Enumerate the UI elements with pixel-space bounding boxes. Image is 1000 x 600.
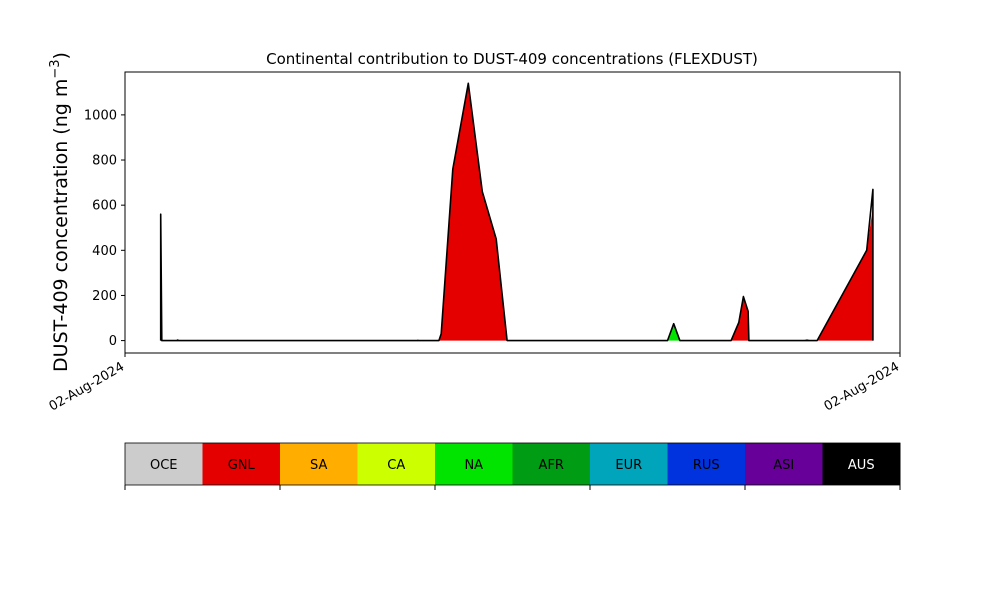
chart-title: Continental contribution to DUST-409 con… (266, 50, 758, 68)
total-concentration-line (159, 82, 874, 342)
y-tick-label: 400 (92, 244, 117, 259)
legend-swatch-afr (512, 443, 591, 485)
legend-label-na: NA (464, 458, 483, 473)
y-axis-label: DUST-409 concentration (ng m−3) (48, 52, 72, 372)
legend-label-rus: RUS (693, 458, 720, 473)
legend-label-eur: EUR (615, 458, 642, 473)
x-axis: 02-Aug-2024 02-Aug-2024 (47, 353, 902, 415)
legend-swatch-eur (590, 443, 668, 485)
legend-label-gnl: GNL (228, 458, 256, 473)
y-tick-label: 0 (109, 334, 117, 349)
legend-swatch-sa (280, 443, 358, 485)
legend-label-sa: SA (310, 458, 327, 473)
legend-swatch-asi (745, 443, 823, 485)
legend-label-ca: CA (387, 458, 405, 473)
legend-swatch-aus (822, 443, 901, 485)
y-axis-label-close: ) (50, 52, 72, 59)
y-tick-label: 200 (92, 289, 117, 304)
legend-swatch-rus (667, 443, 746, 485)
y-tick-label: 800 (92, 154, 117, 169)
x-tick-label: 02-Aug-2024 (822, 359, 902, 414)
series-area-na (667, 323, 680, 341)
legend-frame (124, 442, 901, 486)
legend-swatch-gnl (202, 443, 281, 485)
legend-label-oce: OCE (150, 458, 178, 473)
y-axis: 0 200 400 600 800 1000 (84, 108, 125, 349)
legend-swatch-oce (125, 443, 203, 485)
y-tick-label: 600 (92, 199, 117, 214)
legend-label-aus: AUS (848, 458, 875, 473)
plot-frame (124, 71, 901, 354)
y-axis-label-main: DUST-409 concentration (ng m (50, 79, 72, 372)
legend-label-afr: AFR (539, 458, 564, 473)
y-axis-label-exponent: −3 (48, 59, 63, 78)
legend-swatch-ca (357, 443, 436, 485)
legend-label-asi: ASI (773, 458, 794, 473)
legend-swatch-na (435, 443, 513, 485)
legend-colorbar: OCE GNL SA CA NA AFR EUR RUS ASI AUS (124, 442, 901, 490)
series-area-gnl (160, 83, 873, 341)
y-tick-label: 1000 (84, 108, 117, 123)
plot-area (159, 82, 874, 342)
